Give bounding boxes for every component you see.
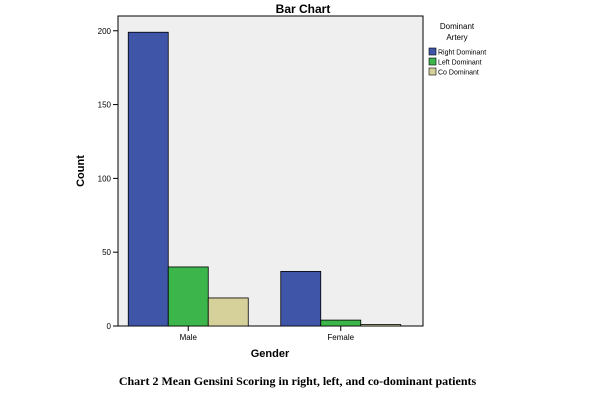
legend-label: Left Dominant xyxy=(438,60,482,67)
legend-label: Right Dominant xyxy=(438,50,486,57)
x-axis: Male Female xyxy=(180,326,355,342)
x-tick-label: Female xyxy=(327,333,354,342)
y-axis-label: Count xyxy=(75,155,87,187)
bar-co-dominant-male xyxy=(207,297,249,327)
y-axis: 0 50 100 150 200 xyxy=(98,27,118,331)
x-axis-label: Gender xyxy=(251,348,290,360)
legend-title-line1: Dominant xyxy=(440,22,475,31)
y-tick-label: 150 xyxy=(98,101,112,110)
legend-swatch xyxy=(428,57,437,66)
bar-left-dominant-male xyxy=(167,266,209,327)
y-tick-label: 200 xyxy=(98,27,112,36)
figure-caption: Chart 2 Mean Gensini Scoring in right, l… xyxy=(118,374,477,388)
bar-left-dominant-female xyxy=(320,319,362,327)
legend-label: Co Dominant xyxy=(438,70,479,77)
y-tick-label: 50 xyxy=(102,248,111,257)
legend-title-line2: Artery xyxy=(446,33,467,42)
legend-swatch xyxy=(428,47,437,56)
chart-title: Bar Chart xyxy=(276,2,331,16)
bars-group xyxy=(127,31,402,327)
bar-right-dominant-male xyxy=(127,31,169,327)
legend-swatch xyxy=(428,67,437,76)
y-tick-label: 0 xyxy=(107,322,112,331)
x-tick-label: Male xyxy=(180,333,198,342)
legend: Dominant Artery Right Dominant Left Domin… xyxy=(428,22,486,77)
y-tick-label: 100 xyxy=(98,174,112,183)
bar-right-dominant-female xyxy=(280,270,322,327)
bar-co-dominant-female xyxy=(360,324,402,327)
